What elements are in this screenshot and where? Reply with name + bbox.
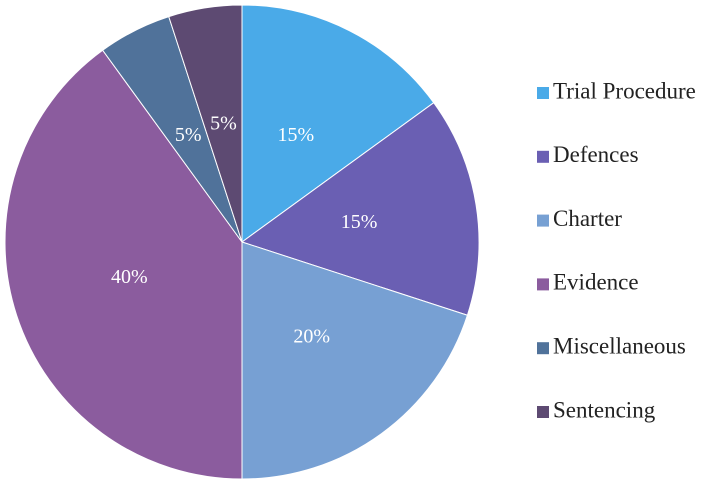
- pie-slice: [241, 4, 435, 243]
- legend-label: Sentencing: [553, 397, 656, 422]
- slice-label: 5%: [210, 113, 237, 135]
- slice-label: 5%: [175, 124, 202, 146]
- slice-label: 40%: [111, 266, 148, 288]
- legend-label: Charter: [553, 206, 622, 231]
- pie-slice: [241, 241, 469, 479]
- legend-swatch: [537, 342, 549, 355]
- legend-label: Evidence: [553, 270, 639, 295]
- legend-label: Defences: [553, 142, 639, 167]
- legend-swatch: [537, 278, 549, 291]
- legend-swatch: [537, 87, 549, 99]
- legend-label: Trial Procedure: [553, 78, 696, 103]
- legend-swatch: [537, 214, 549, 227]
- slice-label: 15%: [341, 211, 378, 233]
- pie-slice: [168, 4, 243, 243]
- pie-slice: [240, 101, 480, 316]
- pie-slice: [4, 49, 243, 479]
- legend-swatch: [537, 406, 549, 418]
- slice-label: 15%: [277, 124, 314, 146]
- legend-label: Miscellaneous: [553, 333, 686, 358]
- slice-label: 20%: [293, 325, 330, 347]
- legend-swatch: [537, 150, 549, 163]
